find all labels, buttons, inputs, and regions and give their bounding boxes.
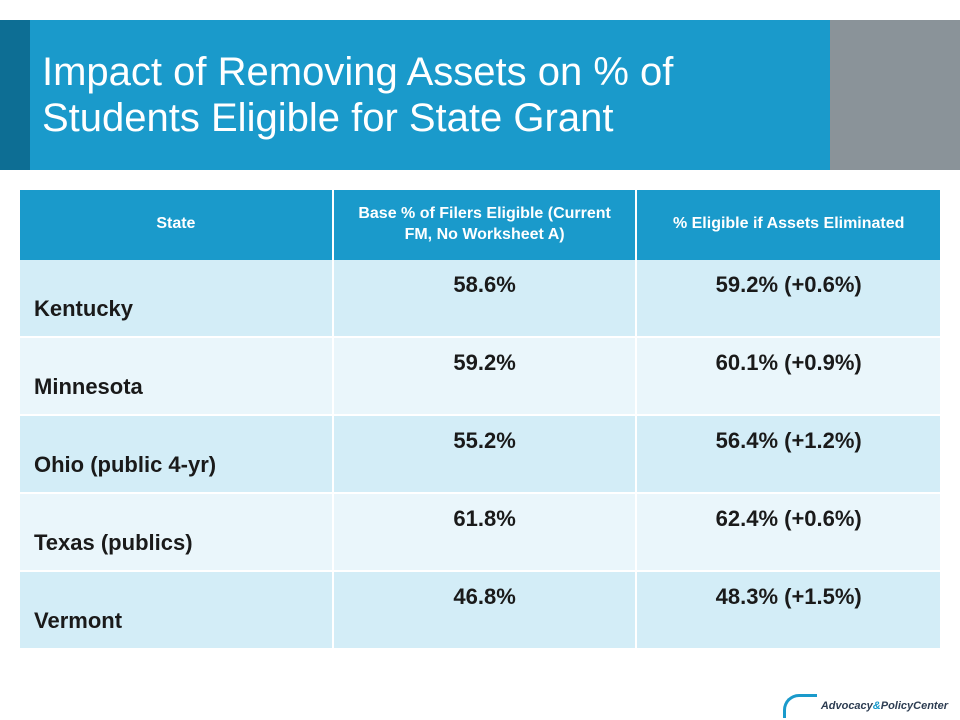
cell-elim: 56.4% (+1.2%) [636,415,940,493]
cell-base: 58.6% [333,260,637,337]
cell-state: Minnesota [20,337,333,415]
cell-base: 55.2% [333,415,637,493]
logo-word-center: Center [913,700,948,712]
table-row: Vermont46.8%48.3% (+1.5%) [20,571,940,649]
table-row: Ohio (public 4-yr)55.2%56.4% (+1.2%) [20,415,940,493]
logo-ampersand: & [873,700,881,712]
cell-elim: 62.4% (+0.6%) [636,493,940,571]
slide: Impact of Removing Assets on % of Studen… [0,0,960,720]
data-table-wrap: State Base % of Filers Eligible (Current… [20,190,940,650]
table-body: Kentucky58.6%59.2% (+0.6%)Minnesota59.2%… [20,260,940,649]
table-header-row: State Base % of Filers Eligible (Current… [20,190,940,260]
col-header-state: State [20,190,333,260]
logo-text: Advocacy&PolicyCenter [821,701,948,712]
cell-elim: 60.1% (+0.9%) [636,337,940,415]
title-band: Impact of Removing Assets on % of Studen… [0,20,960,170]
table-row: Texas (publics)61.8%62.4% (+0.6%) [20,493,940,571]
logo-line1: Advocacy&PolicyCenter [821,701,948,712]
logo-mark-icon [783,694,817,718]
col-header-base: Base % of Filers Eligible (Current FM, N… [333,190,637,260]
title-main: Impact of Removing Assets on % of Studen… [30,20,830,170]
cell-elim: 59.2% (+0.6%) [636,260,940,337]
logo-word-advocacy: Advocacy [821,700,873,712]
cell-base: 59.2% [333,337,637,415]
cell-base: 61.8% [333,493,637,571]
cell-state: Vermont [20,571,333,649]
title-accent [0,20,30,170]
cell-state: Texas (publics) [20,493,333,571]
page-title: Impact of Removing Assets on % of Studen… [42,49,818,141]
table-row: Kentucky58.6%59.2% (+0.6%) [20,260,940,337]
cell-state: Kentucky [20,260,333,337]
cell-base: 46.8% [333,571,637,649]
cell-elim: 48.3% (+1.5%) [636,571,940,649]
cell-state: Ohio (public 4-yr) [20,415,333,493]
title-right-box [830,20,960,170]
col-header-elim: % Eligible if Assets Eliminated [636,190,940,260]
logo-word-policy: Policy [881,700,913,712]
table-row: Minnesota59.2%60.1% (+0.9%) [20,337,940,415]
data-table: State Base % of Filers Eligible (Current… [20,190,940,650]
footer-logo: Advocacy&PolicyCenter [783,694,948,718]
